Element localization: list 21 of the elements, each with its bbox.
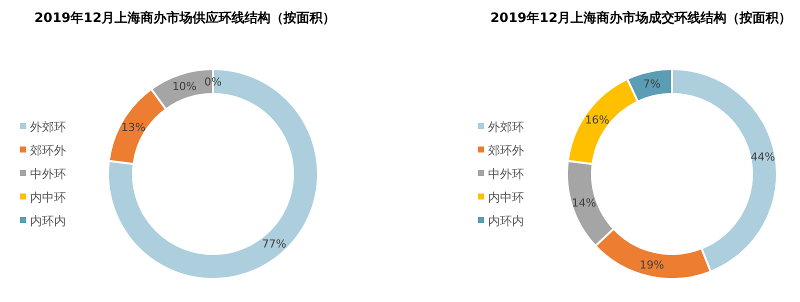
legend-label: 外郊环 (488, 120, 524, 134)
legend-label: 内中环 (30, 190, 66, 204)
data-label: 44% (750, 150, 776, 164)
legend-label: 内环内 (30, 214, 66, 228)
data-label: 14% (572, 196, 596, 210)
legend-label: 内环内 (488, 214, 524, 228)
data-label: 7% (643, 78, 661, 91)
legend-label: 郊环外 (30, 144, 66, 158)
legend-label: 中外环 (30, 167, 66, 181)
legend-label: 郊环外 (488, 144, 524, 158)
data-label: 13% (121, 120, 146, 134)
data-label: 77% (262, 237, 286, 250)
chart-title: 2019年12月上海商办市场供应环线结构（按面积） (34, 10, 336, 26)
text: 0% (204, 76, 222, 88)
chart-title: 2019年12月上海商办市场成交环线结构（按面积） (490, 10, 792, 26)
data-label: 10% (172, 80, 197, 94)
data-label: 19% (640, 258, 664, 272)
data-label: 16% (584, 114, 610, 127)
legend-label: 外郊环 (30, 120, 66, 134)
legend-label: 中外环 (488, 167, 524, 181)
legend-label: 内中环 (488, 190, 524, 204)
